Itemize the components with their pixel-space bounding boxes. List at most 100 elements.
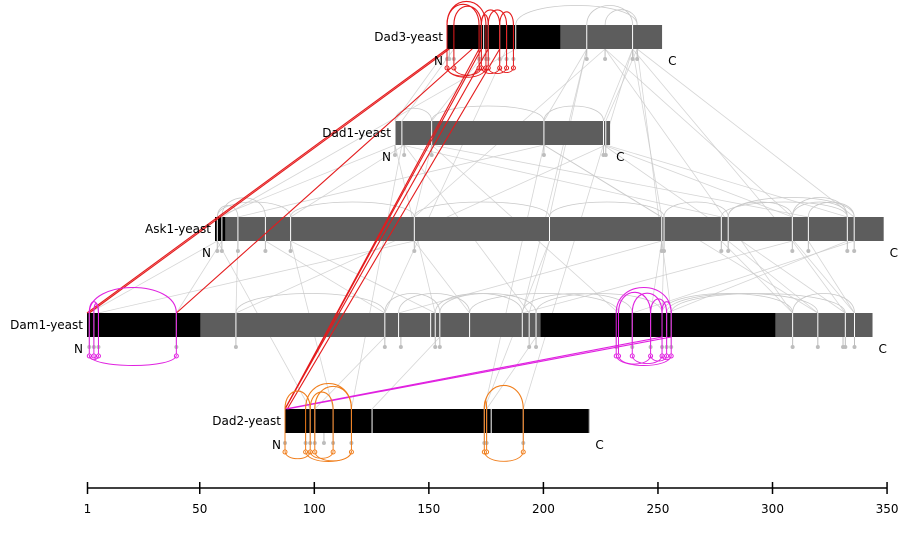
peptide-dot	[852, 249, 857, 253]
gray-self-arc	[469, 293, 619, 314]
peptide-dot	[790, 345, 795, 349]
peptide-dot	[541, 153, 546, 157]
peptide-dot	[433, 345, 438, 349]
protein-label: Dad1-yeast	[322, 126, 391, 140]
protein-domain	[215, 217, 226, 241]
self-crosslink-loop	[631, 354, 663, 365]
crosslink-magenta	[287, 336, 672, 410]
residue-axis: 1 50 100 150 200 250 300 350	[84, 482, 899, 516]
self-crosslink-loop	[650, 354, 668, 362]
gray-crosslink	[314, 336, 386, 410]
self-crosslink-loop	[487, 66, 508, 74]
gray-self-arc	[807, 201, 855, 218]
self-crosslink-loop	[446, 66, 487, 78]
axis-tick-label: 1	[84, 502, 92, 516]
self-crosslink-arc	[309, 391, 334, 410]
peptide-dot	[393, 153, 397, 157]
peptide-dot	[263, 249, 268, 253]
gray-crosslink	[543, 48, 588, 122]
self-crosslink-loop	[314, 450, 352, 462]
protein-bar	[395, 121, 611, 145]
peptide-dot	[527, 345, 532, 349]
self-crosslink-arc	[93, 303, 100, 314]
c-terminus-label: C	[890, 246, 898, 260]
crosslink-red	[284, 48, 489, 410]
peptide-dot	[412, 249, 417, 253]
peptide-dot	[382, 345, 387, 349]
gray-crosslink	[237, 144, 545, 218]
peptide-dot	[215, 249, 220, 253]
self-crosslink-arc	[617, 291, 652, 314]
gray-self-arc	[398, 293, 470, 314]
protein-label: Dad2-yeast	[212, 414, 281, 428]
self-crosslink-arc	[88, 287, 177, 314]
axis-tick-label: 50	[192, 502, 207, 516]
axis-tick-label: 200	[532, 502, 555, 516]
gray-crosslink	[176, 240, 223, 314]
n-terminus-label: N	[382, 150, 391, 164]
gray-self-arc	[727, 197, 855, 218]
self-crosslink-loop	[453, 66, 482, 76]
peptide-dot	[726, 249, 731, 253]
gray-crosslink	[98, 240, 415, 314]
gray-self-arc	[290, 201, 415, 218]
peptide-dot	[815, 345, 820, 349]
protein-domain	[87, 313, 201, 337]
gray-self-arc	[791, 197, 848, 218]
gray-self-arc	[549, 201, 665, 218]
gray-self-arc	[515, 5, 638, 26]
gray-self-arc	[413, 201, 550, 218]
gray-self-arc	[604, 9, 638, 26]
self-crosslink-arc	[487, 9, 508, 26]
axis-tick-label: 250	[647, 502, 670, 516]
crosslink-magenta	[284, 336, 663, 410]
self-crosslink-arc	[483, 385, 524, 410]
gray-crosslink	[528, 240, 550, 314]
protein-track-dad3-yeast	[445, 25, 663, 61]
peptide-dot	[662, 249, 667, 253]
protein-track-ask1-yeast	[215, 217, 884, 253]
gray-crosslink	[632, 48, 855, 314]
gray-crosslink	[401, 144, 722, 218]
crosslink-red	[284, 48, 482, 410]
gray-self-arc	[792, 293, 855, 314]
self-crosslink-arc	[631, 292, 663, 314]
gray-crosslink	[265, 240, 386, 314]
peptide-dot	[235, 249, 240, 253]
gray-self-arc	[543, 105, 604, 122]
n-terminus-label: N	[272, 438, 281, 452]
self-crosslink-arc	[483, 400, 488, 410]
gray-crosslink	[632, 48, 663, 218]
gray-self-arc	[727, 201, 793, 218]
gray-self-arc	[663, 201, 729, 218]
gray-crosslink	[603, 144, 793, 218]
self-crosslink-arc	[661, 301, 672, 314]
self-crosslink-arc	[446, 1, 487, 26]
gray-crosslink	[290, 240, 436, 314]
protein-domain	[540, 313, 776, 337]
axis-tick-label: 150	[417, 502, 440, 516]
gray-crosslink	[486, 336, 537, 410]
gray-crosslink	[727, 240, 819, 314]
self-crosslink-loop	[499, 66, 514, 74]
gray-crosslink	[483, 144, 545, 410]
gray-crosslink	[632, 240, 855, 314]
gray-crosslink	[636, 48, 855, 218]
gray-self-arc	[439, 293, 537, 314]
gray-crosslink	[384, 48, 507, 314]
gray-crosslink	[604, 48, 793, 218]
protein-track-dam1-yeast	[87, 313, 873, 349]
self-crosslink-arc	[314, 385, 352, 410]
c-terminus-label: C	[595, 438, 603, 452]
highlighted-link-layer	[86, 1, 674, 462]
peptide-dot	[219, 249, 224, 253]
gray-crosslink	[521, 48, 588, 314]
gray-self-arc	[720, 201, 848, 218]
self-crosslink-arc	[499, 11, 514, 26]
gray-self-arc	[670, 293, 846, 314]
peptide-dot	[402, 153, 407, 157]
axis-tick-label: 350	[876, 502, 899, 516]
c-terminus-label: C	[616, 150, 624, 164]
